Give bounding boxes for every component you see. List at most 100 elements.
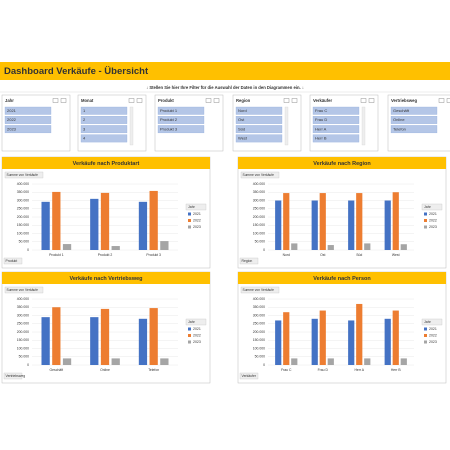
slicer-item[interactable] xyxy=(80,134,128,143)
slicer-item-label[interactable]: 2 xyxy=(83,117,86,122)
legend-label: 2021 xyxy=(193,212,201,216)
value-field-label[interactable]: Summe von Verkäufe xyxy=(7,288,39,292)
bar xyxy=(160,241,169,250)
bar xyxy=(149,190,158,250)
slicer-item[interactable] xyxy=(312,106,360,115)
y-tick-label: 300.000 xyxy=(17,313,29,317)
slicer-item-label[interactable]: 4 xyxy=(83,136,86,141)
slicer-icon[interactable] xyxy=(205,98,212,103)
bar xyxy=(41,317,50,365)
slicer-item-label[interactable]: Produkt 2 xyxy=(160,117,178,122)
slicer-title: Verkäufer xyxy=(313,98,332,103)
value-field-button[interactable] xyxy=(240,286,280,294)
value-field-button[interactable] xyxy=(240,171,280,179)
slicer-item-label[interactable]: 2022 xyxy=(7,117,17,122)
filter-instruction: ↓ Stellen Sie hier Ihre Filter für die A… xyxy=(146,85,304,90)
slicer-item-label[interactable]: 2021 xyxy=(7,108,17,113)
slicer-item[interactable] xyxy=(312,125,360,134)
slicer-item[interactable] xyxy=(157,116,205,124)
bar xyxy=(291,243,298,250)
bar xyxy=(138,201,148,250)
x-field-button[interactable] xyxy=(3,372,23,380)
slicer-item[interactable] xyxy=(80,106,128,115)
slicer-item-label[interactable]: Geschäft xyxy=(393,108,410,113)
chart-title: Verkäufe nach Vertriebsweg xyxy=(69,276,142,282)
legend-title-button[interactable] xyxy=(185,318,207,326)
legend-title[interactable]: Jahr xyxy=(188,320,196,324)
slicer-item[interactable] xyxy=(157,125,205,134)
slicer-item[interactable] xyxy=(80,125,128,134)
slicer-icon[interactable] xyxy=(360,98,367,103)
bar xyxy=(400,358,407,365)
y-tick-label: 250.000 xyxy=(253,322,265,326)
x-field-label[interactable]: Produkt xyxy=(6,259,18,263)
slicer-item[interactable] xyxy=(312,116,360,124)
x-tick-label: Produkt 1 xyxy=(49,253,64,257)
value-field-label[interactable]: Summe von Verkäufe xyxy=(243,288,275,292)
slicer-item[interactable] xyxy=(235,116,283,124)
y-tick-label: 200.000 xyxy=(17,215,29,219)
slicer-item-label[interactable]: Süd xyxy=(238,126,245,131)
slicer-item-label[interactable]: Herr A xyxy=(315,126,327,131)
x-field-button[interactable] xyxy=(3,257,23,265)
x-field-button[interactable] xyxy=(239,372,259,380)
slicer-item[interactable] xyxy=(235,106,283,115)
legend-title-button[interactable] xyxy=(421,318,443,326)
bar xyxy=(356,303,363,365)
legend-title-button[interactable] xyxy=(421,203,443,211)
slicer-icon[interactable] xyxy=(368,98,375,103)
slicer-item[interactable] xyxy=(4,116,52,124)
slicer-item-label[interactable]: 1 xyxy=(83,108,86,113)
slicer-item[interactable] xyxy=(4,106,52,115)
value-field-label[interactable]: Summe von Verkäufe xyxy=(7,173,39,177)
x-field-label[interactable]: Region xyxy=(242,259,253,263)
slicer-item[interactable] xyxy=(157,106,205,115)
slicer-item-label[interactable]: Ost xyxy=(238,117,245,122)
slicer-icon[interactable] xyxy=(52,98,59,103)
slicer-item-label[interactable]: Herr B xyxy=(315,136,327,141)
slicer-item-label[interactable]: Produkt 1 xyxy=(160,108,178,113)
bar xyxy=(364,358,371,365)
x-field-button[interactable] xyxy=(239,257,259,265)
slicer-item[interactable] xyxy=(390,106,438,115)
slicer-item[interactable] xyxy=(312,134,360,143)
legend-title[interactable]: Jahr xyxy=(188,205,196,209)
value-field-button[interactable] xyxy=(4,286,44,294)
x-field-label[interactable]: Vertriebsweg xyxy=(6,374,26,378)
slicer-item[interactable] xyxy=(235,134,283,143)
slicer-item-label[interactable]: Frau D xyxy=(315,117,327,122)
bar xyxy=(348,200,355,250)
slicer-item[interactable] xyxy=(235,125,283,134)
legend-label: 2021 xyxy=(429,327,437,331)
slicer-item-label[interactable]: 2023 xyxy=(7,126,17,131)
slicer-icon[interactable] xyxy=(128,98,135,103)
slicer-icon[interactable] xyxy=(283,98,290,103)
slicer-item-label[interactable]: Nord xyxy=(238,108,247,113)
legend-title[interactable]: Jahr xyxy=(424,205,432,209)
slicer-item[interactable] xyxy=(390,116,438,124)
slicer-icon[interactable] xyxy=(291,98,298,103)
value-field-button[interactable] xyxy=(4,171,44,179)
legend-label: 2022 xyxy=(429,218,437,222)
slicer-item[interactable] xyxy=(390,125,438,134)
slicer-item-label[interactable]: 3 xyxy=(83,126,86,131)
slicer-item-label[interactable]: West xyxy=(238,136,248,141)
slicer-icon[interactable] xyxy=(438,98,445,103)
slicer-icon[interactable] xyxy=(213,98,220,103)
value-field-label[interactable]: Summe von Verkäufe xyxy=(243,173,275,177)
x-field-label[interactable]: Verkäufer xyxy=(242,374,257,378)
slicer-icon[interactable] xyxy=(136,98,143,103)
slicer-item[interactable] xyxy=(80,116,128,124)
y-tick-label: 150.000 xyxy=(17,338,29,342)
slicer-item-label[interactable]: Telefon xyxy=(393,126,406,131)
slicer-item-label[interactable]: Frau C xyxy=(315,108,327,113)
legend-title[interactable]: Jahr xyxy=(424,320,432,324)
legend-title-button[interactable] xyxy=(185,203,207,211)
slicer-item-label[interactable]: Online xyxy=(393,117,405,122)
y-tick-label: 50.000 xyxy=(255,240,265,244)
legend-label: 2022 xyxy=(193,218,201,222)
slicer-item-label[interactable]: Produkt 3 xyxy=(160,126,178,131)
scrollbar xyxy=(361,106,366,146)
slicer-icon[interactable] xyxy=(60,98,67,103)
slicer-item[interactable] xyxy=(4,125,52,134)
